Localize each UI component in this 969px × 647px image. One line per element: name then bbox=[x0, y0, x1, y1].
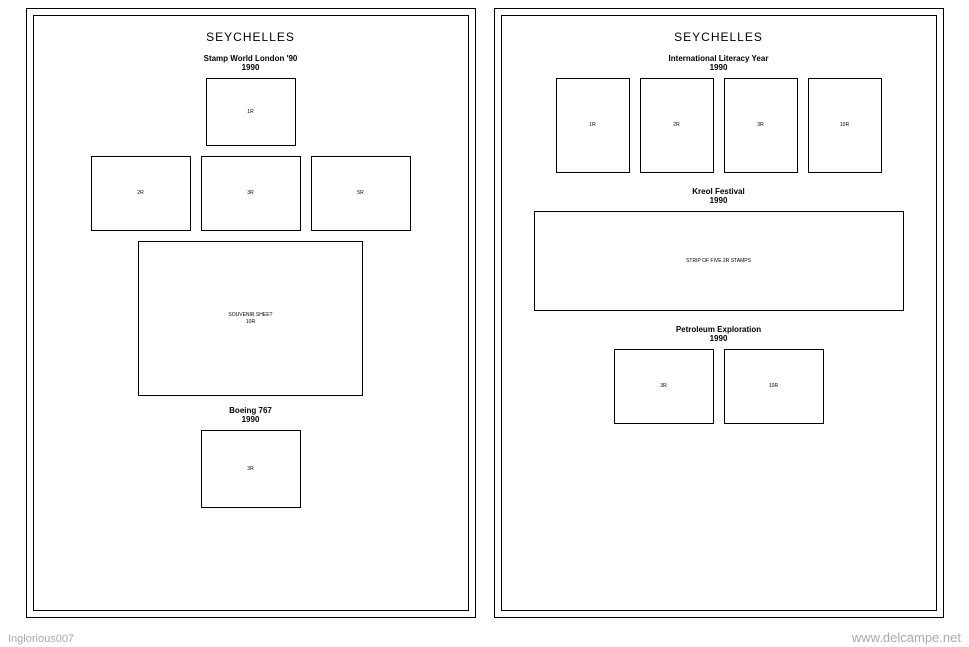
souvenir-sheet-box: SOUVENIR SHEET 10R bbox=[138, 241, 363, 396]
album-page-right: SEYCHELLES International Literacy Year 1… bbox=[494, 8, 944, 618]
section-name: Petroleum Exploration bbox=[502, 325, 936, 334]
section-name: International Literacy Year bbox=[502, 54, 936, 63]
section-year: 1990 bbox=[34, 63, 468, 72]
stamp-box: 10R bbox=[724, 349, 824, 424]
stamp-box: 1R bbox=[206, 78, 296, 146]
stamp-box: 10R bbox=[808, 78, 882, 173]
section-year: 1990 bbox=[502, 63, 936, 72]
stamp-box: 1R bbox=[556, 78, 630, 173]
stamp-box: 3R bbox=[201, 156, 301, 231]
page-inner-border: SEYCHELLES International Literacy Year 1… bbox=[501, 15, 937, 611]
section-year: 1990 bbox=[34, 415, 468, 424]
stamp-box: 2R bbox=[640, 78, 714, 173]
stamp-box: 3R bbox=[614, 349, 714, 424]
stamp-row: 3R bbox=[34, 430, 468, 508]
stamp-row: STRIP OF FIVE 2R STAMPS bbox=[502, 211, 936, 311]
album-page-left: SEYCHELLES Stamp World London '90 1990 1… bbox=[26, 8, 476, 618]
stamp-box: 3R bbox=[201, 430, 301, 508]
section-year: 1990 bbox=[502, 334, 936, 343]
stamp-box: 2R bbox=[91, 156, 191, 231]
section-year: 1990 bbox=[502, 196, 936, 205]
section-name: Boeing 767 bbox=[34, 406, 468, 415]
stamp-row: 3R 10R bbox=[502, 349, 936, 424]
stamp-row: 1R bbox=[34, 78, 468, 146]
strip-box: STRIP OF FIVE 2R STAMPS bbox=[534, 211, 904, 311]
stamp-row: 2R 3R 5R bbox=[34, 156, 468, 231]
stamp-box: 3R bbox=[724, 78, 798, 173]
stamp-row: SOUVENIR SHEET 10R bbox=[34, 241, 468, 396]
watermark-site: www.delcampe.net bbox=[852, 630, 961, 645]
country-title: SEYCHELLES bbox=[34, 30, 468, 44]
section-name: Kreol Festival bbox=[502, 187, 936, 196]
page-inner-border: SEYCHELLES Stamp World London '90 1990 1… bbox=[33, 15, 469, 611]
stamp-row: 1R 2R 3R 10R bbox=[502, 78, 936, 173]
watermark-author: Inglorious007 bbox=[8, 633, 74, 645]
section-name: Stamp World London '90 bbox=[34, 54, 468, 63]
stamp-box: 5R bbox=[311, 156, 411, 231]
country-title: SEYCHELLES bbox=[502, 30, 936, 44]
